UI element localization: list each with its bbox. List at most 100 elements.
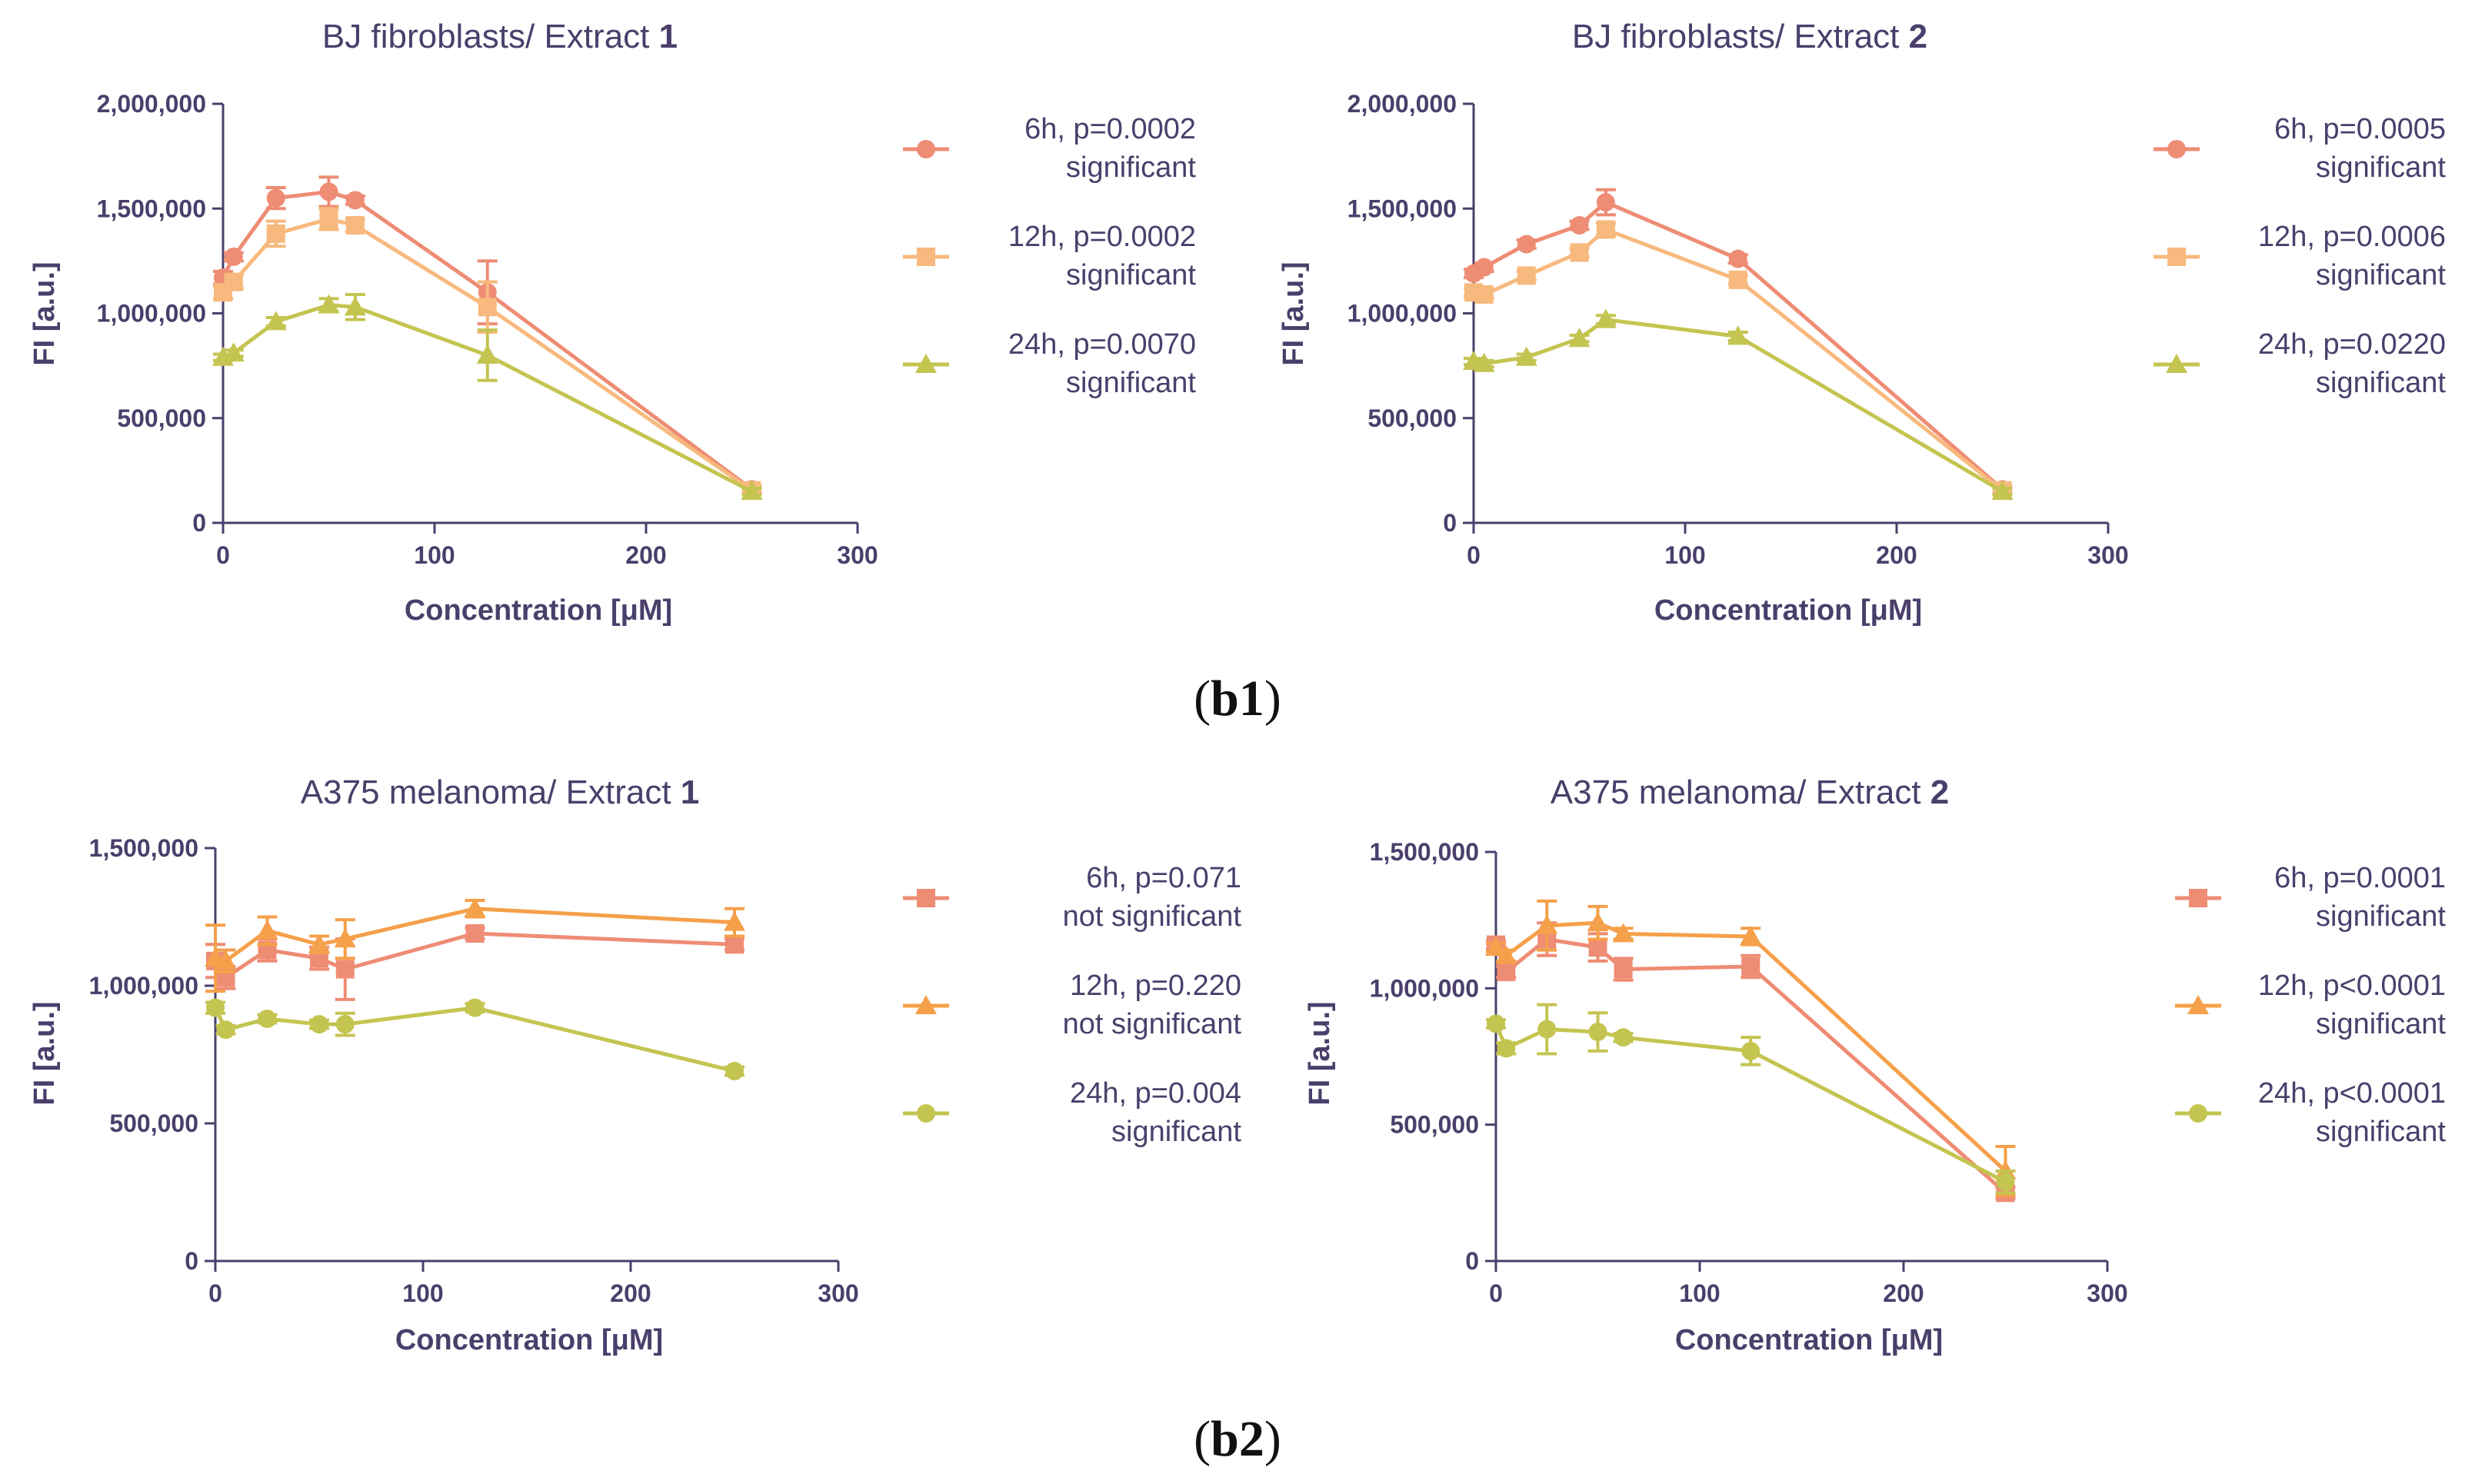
legend-entry-12h: 12h, p=0.0006 significant	[2154, 221, 2446, 291]
x-tick-label: 100	[402, 1279, 443, 1307]
data-point	[1536, 914, 1558, 934]
legend-entry-24h: 24h, p=0.0220 significant	[2154, 328, 2446, 399]
legend-swatch-marker	[2167, 248, 2186, 266]
legend-swatch-marker	[2166, 354, 2187, 373]
data-point	[319, 209, 338, 228]
legend-significance: significant	[2316, 900, 2446, 933]
y-axis-label: FI [a.u.]	[1277, 261, 1310, 365]
chart-a375-extract-2: A375 melanoma/ Extract 2 0 100 200 300 0 500,…	[1304, 774, 2446, 1356]
y-tick-label: 500,000	[1367, 404, 1457, 432]
chart-bj-extract-1: BJ fibroblasts/ Extract 1 0 100 200 300 0 500…	[28, 18, 1196, 627]
legend-swatch-marker	[917, 1104, 935, 1123]
legend-label: 6h, p=0.0001	[2274, 862, 2446, 894]
data-point	[266, 224, 285, 243]
data-point	[1515, 346, 1537, 366]
series-24h	[212, 292, 763, 501]
data-point	[215, 950, 237, 970]
data-point	[319, 182, 338, 201]
y-tick-label: 1,500,000	[1370, 838, 1479, 866]
x-tick-label: 0	[1489, 1279, 1503, 1307]
legend-significance: not significant	[1063, 1008, 1242, 1040]
data-point	[724, 911, 745, 931]
x-tick-label: 100	[1679, 1279, 1720, 1307]
y-tick-label: 1,000,000	[1370, 974, 1479, 1002]
legend-entry-24h: 24h, p=0.004 significant	[903, 1077, 1241, 1148]
data-point	[476, 344, 498, 364]
data-point	[1991, 481, 2014, 501]
x-tick-label: 300	[2087, 1279, 2127, 1307]
legend-significance: significant	[1066, 259, 1196, 291]
x-tick-label: 100	[414, 541, 455, 569]
data-point	[1537, 1020, 1557, 1039]
legend-entry-24h: 24h, p<0.0001 significant	[2175, 1077, 2446, 1148]
x-axis-label: Concentration [μM]	[395, 1324, 663, 1356]
legend-entry-12h: 12h, p=0.220 not significant	[903, 970, 1241, 1040]
data-point	[310, 1015, 328, 1034]
legend-entry-6h: 6h, p=0.0005 significant	[2154, 113, 2446, 184]
data-point	[741, 481, 763, 501]
data-point	[725, 935, 744, 954]
x-tick-label: 200	[625, 541, 666, 569]
legend-label: 6h, p=0.071	[1086, 862, 1241, 894]
legend-label: 24h, p=0.0070	[1008, 328, 1196, 361]
legend-significance: significant	[2316, 1116, 2446, 1148]
x-tick-label: 100	[1664, 541, 1705, 569]
y-tick-label: 1,000,000	[89, 972, 198, 1000]
data-point	[1588, 938, 1607, 957]
chart-plot: 0 100 200 300 0 500,000 1,000,000 1,500,000	[89, 834, 859, 1307]
data-point	[265, 311, 287, 331]
legend-label: 12h, p=0.0002	[1008, 221, 1196, 253]
data-point	[1497, 963, 1516, 982]
legend-swatch-marker	[2189, 1104, 2207, 1123]
series-12h	[1485, 899, 2017, 1197]
series-12h	[205, 897, 745, 993]
data-point	[465, 923, 485, 943]
data-point	[224, 247, 243, 266]
legend: 6h, p=0.0002 significant 12h, p=0.0002 sign…	[903, 113, 1196, 399]
legend-significance: significant	[2316, 1008, 2446, 1040]
chart-plot: 0 100 200 300 0 500,000 1,000,000 1,500,000 2,00…	[1347, 90, 2129, 569]
data-point	[335, 1015, 355, 1034]
chart-a375-extract-1: A375 melanoma/ Extract 1 0 100 200 300 0 500,…	[28, 774, 1241, 1356]
legend-swatch-marker	[915, 995, 937, 1014]
data-point	[222, 342, 245, 362]
legend-significance: significant	[2316, 259, 2446, 291]
data-point	[465, 998, 485, 1017]
data-point	[1517, 266, 1536, 285]
chart-bj-extract-2: BJ fibroblasts/ Extract 2 0 100 200 300 0 500…	[1277, 18, 2446, 627]
x-tick-label: 300	[837, 541, 878, 569]
x-tick-label: 300	[818, 1279, 858, 1307]
data-point	[1740, 925, 1762, 945]
data-point	[1474, 284, 1494, 304]
legend-entry-6h: 6h, p=0.0001 significant	[2175, 862, 2446, 933]
data-point	[1728, 270, 1747, 289]
data-point	[1474, 258, 1494, 277]
legend-entry-12h: 12h, p<0.0001 significant	[2175, 970, 2446, 1040]
y-tick-label: 1,500,000	[1347, 195, 1457, 222]
data-point	[1596, 220, 1615, 239]
legend-label: 24h, p=0.004	[1070, 1077, 1241, 1110]
y-tick-label: 0	[1443, 509, 1457, 537]
x-tick-label: 200	[610, 1279, 651, 1307]
x-axis-label: Concentration [μM]	[405, 594, 672, 627]
data-point	[1570, 243, 1589, 262]
panel-label-b2: (b2)	[1194, 1411, 1281, 1467]
data-point	[345, 191, 365, 210]
y-tick-label: 0	[1465, 1247, 1479, 1275]
y-axis-label: FI [a.u.]	[28, 1001, 61, 1105]
y-axis-label: FI [a.u.]	[28, 261, 61, 365]
y-axis-label: FI [a.u.]	[1304, 1001, 1336, 1105]
panel-label-b1: (b1)	[1194, 670, 1281, 727]
legend: 6h, p=0.0001 significant 12h, p<0.0001 sign…	[2175, 862, 2446, 1148]
x-tick-label: 300	[2087, 541, 2128, 569]
data-point	[1728, 249, 1747, 268]
legend-label: 6h, p=0.0005	[2274, 113, 2446, 145]
legend-swatch-marker	[2189, 889, 2207, 907]
data-point	[1487, 1014, 1505, 1033]
legend-swatch-marker	[917, 889, 935, 907]
series-24h	[205, 998, 744, 1080]
y-tick-label: 500,000	[1390, 1111, 1479, 1139]
data-point	[344, 296, 366, 316]
data-point	[1570, 216, 1589, 235]
legend-label: 24h, p=0.0220	[2258, 328, 2446, 361]
